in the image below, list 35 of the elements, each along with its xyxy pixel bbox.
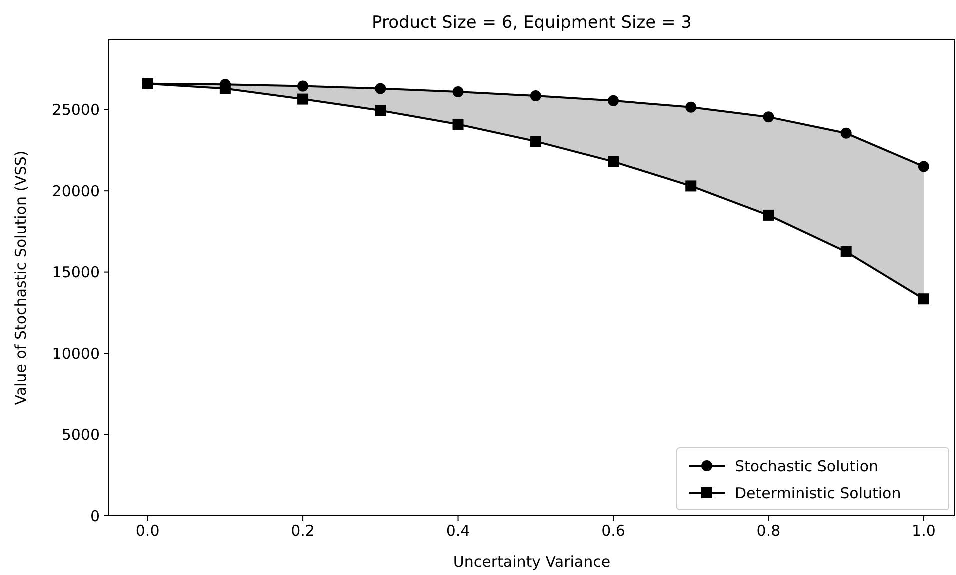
x-tick-label: 0.0 bbox=[136, 522, 160, 540]
y-tick-label: 10000 bbox=[52, 344, 100, 363]
point bbox=[298, 80, 309, 92]
x-tick-label: 0.2 bbox=[291, 522, 315, 540]
point bbox=[452, 118, 464, 130]
point bbox=[763, 112, 774, 123]
point bbox=[686, 102, 697, 113]
point bbox=[840, 246, 852, 258]
legend-label: Deterministic Solution bbox=[735, 484, 902, 502]
point bbox=[375, 105, 386, 116]
y-tick-label: 15000 bbox=[52, 264, 100, 282]
y-tick-label: 0 bbox=[90, 507, 100, 526]
y-tick-label: 5000 bbox=[62, 426, 100, 444]
legend-label: Stochastic Solution bbox=[735, 457, 879, 476]
y-tick-label: 25000 bbox=[52, 101, 100, 120]
point bbox=[608, 156, 619, 168]
point bbox=[686, 180, 697, 192]
point bbox=[530, 136, 542, 148]
point bbox=[375, 83, 386, 94]
x-tick-label: 0.4 bbox=[446, 522, 470, 540]
x-tick-label: 0.8 bbox=[756, 522, 781, 540]
point bbox=[608, 95, 619, 106]
y-axis-title: Value of Stochastic Solution (VSS) bbox=[12, 150, 30, 406]
point bbox=[530, 90, 542, 102]
point bbox=[298, 94, 309, 105]
point bbox=[918, 294, 930, 305]
point bbox=[840, 128, 852, 139]
point bbox=[918, 161, 930, 172]
x-tick-label: 0.6 bbox=[602, 522, 626, 540]
x-axis-title: Uncertainty Variance bbox=[453, 553, 611, 571]
x-tick-label: 1.0 bbox=[912, 522, 936, 540]
chart-title: Product Size = 6, Equipment Size = 3 bbox=[372, 13, 692, 33]
point bbox=[763, 210, 774, 221]
y-tick-label: 20000 bbox=[52, 182, 100, 200]
point bbox=[452, 86, 464, 98]
